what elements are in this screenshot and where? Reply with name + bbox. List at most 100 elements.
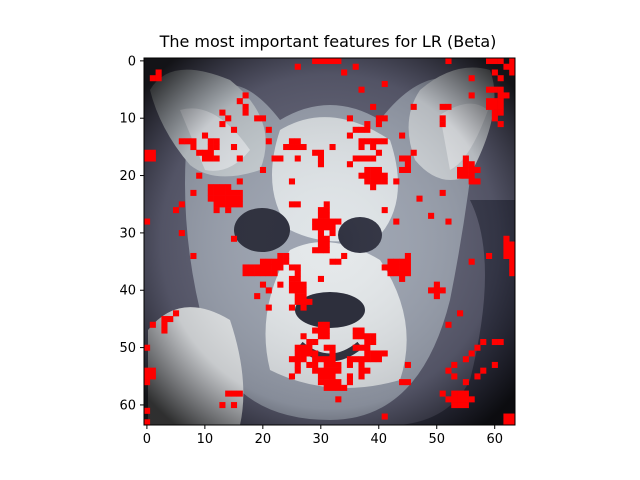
- highlight-pixel: [335, 379, 342, 386]
- highlight-pixel: [323, 344, 330, 351]
- highlight-pixel: [358, 356, 365, 363]
- highlight-pixel: [230, 189, 238, 196]
- highlight-pixel: [213, 189, 220, 196]
- highlight-pixel: [497, 98, 504, 105]
- highlight-pixel: [201, 149, 209, 156]
- highlight-pixel: [491, 69, 498, 76]
- highlight-pixel: [178, 138, 185, 145]
- highlight-pixel: [404, 161, 411, 168]
- highlight-pixel: [462, 396, 469, 403]
- highlight-pixel: [404, 270, 411, 277]
- highlight-pixel: [439, 103, 446, 110]
- highlight-pixel: [393, 270, 400, 277]
- highlight-pixel: [474, 178, 481, 185]
- highlight-pixel: [346, 373, 353, 380]
- highlight-pixel: [497, 75, 504, 82]
- highlight-pixel: [323, 379, 330, 386]
- highlight-pixel: [335, 396, 342, 403]
- highlight-pixel: [352, 327, 359, 334]
- highlight-pixel: [352, 63, 359, 70]
- highlight-pixel: [265, 304, 272, 311]
- highlight-pixel: [259, 281, 267, 288]
- y-tick-label: 60: [119, 398, 136, 413]
- highlight-pixel: [288, 201, 296, 208]
- highlight-pixel: [201, 155, 209, 162]
- highlight-pixel: [225, 195, 232, 202]
- highlight-pixel: [497, 121, 504, 128]
- highlight-pixel: [462, 166, 469, 173]
- highlight-pixel: [155, 75, 162, 82]
- highlight-pixel: [358, 138, 365, 145]
- highlight-pixel: [341, 69, 348, 76]
- highlight-pixel: [375, 172, 382, 179]
- highlight-pixel: [503, 241, 510, 248]
- highlight-pixel: [445, 321, 452, 328]
- highlight-pixel: [294, 264, 301, 271]
- highlight-pixel: [259, 270, 267, 277]
- highlight-pixel: [364, 172, 371, 179]
- highlight-pixel: [317, 224, 325, 231]
- highlight-pixel: [370, 184, 377, 191]
- highlight-pixel: [300, 304, 307, 311]
- highlight-pixel: [236, 178, 243, 185]
- highlight-pixel: [381, 138, 388, 145]
- highlight-pixel: [416, 195, 423, 202]
- highlight-pixel: [491, 103, 498, 110]
- highlight-pixel: [404, 155, 411, 162]
- highlight-pixel: [462, 402, 469, 409]
- highlight-pixel: [358, 86, 365, 93]
- highlight-pixel: [271, 155, 278, 162]
- highlight-pixel: [358, 367, 365, 374]
- y-tick-label: 10: [119, 112, 136, 127]
- highlight-pixel: [503, 92, 510, 99]
- highlight-pixel: [335, 384, 342, 391]
- highlight-pixel: [144, 373, 151, 380]
- highlight-pixel: [457, 172, 464, 179]
- highlight-pixel: [294, 270, 301, 277]
- highlight-pixel: [399, 132, 406, 139]
- highlight-pixel: [323, 327, 330, 334]
- highlight-pixel: [491, 86, 498, 93]
- highlight-pixel: [317, 247, 325, 254]
- highlight-pixel: [329, 344, 336, 351]
- highlight-pixel: [317, 333, 325, 340]
- highlight-pixel: [294, 281, 301, 288]
- highlight-pixel: [294, 350, 301, 357]
- highlight-pixel: [283, 258, 290, 265]
- highlight-pixel: [294, 201, 301, 208]
- highlight-pixel: [242, 109, 249, 116]
- highlight-pixel: [509, 264, 515, 271]
- highlight-pixel: [317, 321, 325, 328]
- highlight-pixel: [323, 58, 330, 65]
- highlight-pixel: [352, 356, 359, 363]
- highlight-pixel: [294, 298, 301, 305]
- highlight-pixel: [190, 144, 197, 151]
- highlight-pixel: [503, 247, 510, 254]
- highlight-pixel: [288, 287, 296, 294]
- highlight-pixel: [294, 275, 301, 282]
- highlight-pixel: [329, 58, 336, 65]
- highlight-pixel: [317, 235, 325, 242]
- highlight-pixel: [312, 149, 319, 156]
- highlight-pixel: [393, 264, 400, 271]
- highlight-pixel: [312, 327, 319, 334]
- highlight-pixel: [288, 373, 296, 380]
- highlight-pixel: [370, 338, 377, 346]
- highlight-pixel: [433, 281, 440, 288]
- highlight-pixel: [172, 310, 180, 317]
- highlight-pixel: [439, 121, 446, 128]
- highlight-pixel: [300, 344, 307, 351]
- highlight-pixel: [242, 264, 249, 271]
- highlight-pixel: [323, 361, 330, 368]
- highlight-pixel: [259, 258, 267, 265]
- highlight-pixel: [323, 333, 330, 340]
- highlight-pixel: [358, 126, 365, 133]
- highlight-pixel: [219, 189, 226, 196]
- highlight-pixel: [451, 390, 458, 397]
- highlight-pixel: [335, 367, 342, 374]
- chart-title: The most important features for LR (Beta…: [159, 32, 497, 51]
- highlight-pixel: [294, 356, 301, 363]
- highlight-pixel: [323, 207, 330, 214]
- highlight-pixel: [358, 144, 365, 151]
- x-tick-label: 50: [428, 432, 445, 447]
